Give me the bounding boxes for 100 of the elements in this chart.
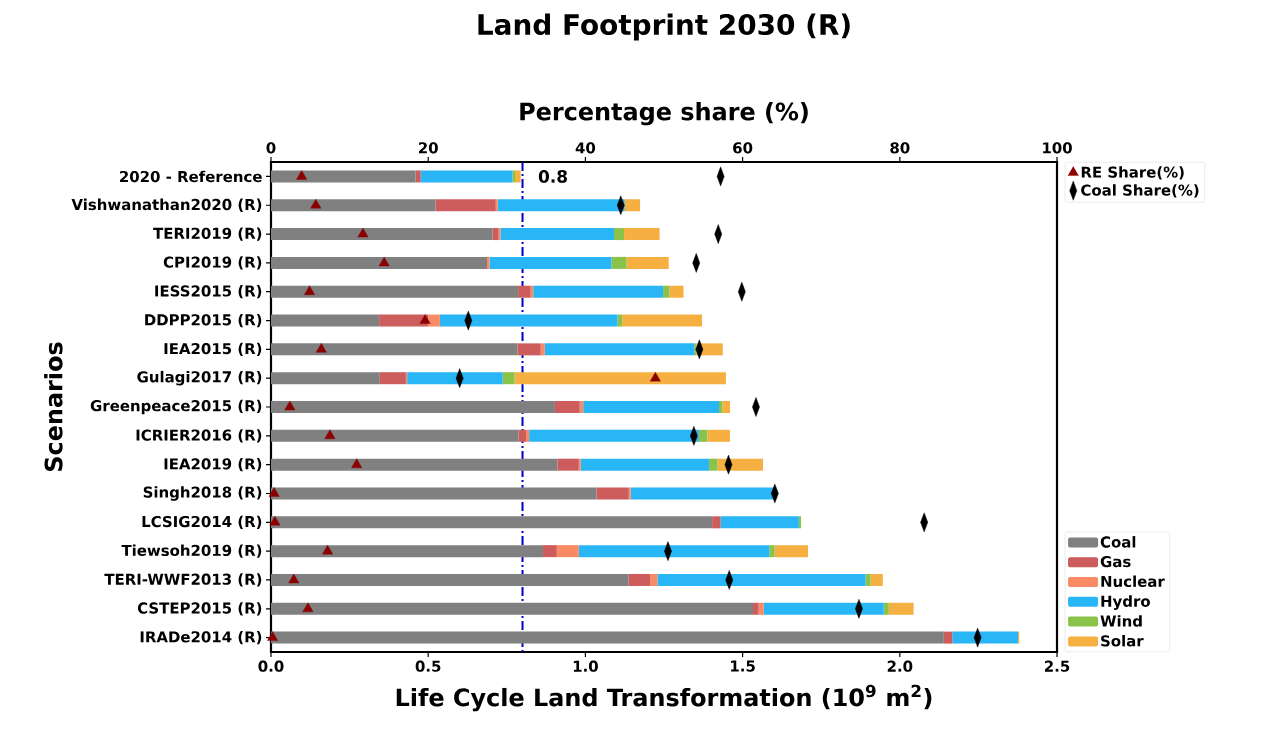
bar [722,401,731,414]
bar [271,285,519,298]
bar [514,170,521,183]
x-tick-label: 2.0 [887,660,913,672]
bar [271,228,493,241]
bar [271,631,944,644]
legend-label: Coal [1100,536,1136,548]
bar [669,285,684,298]
x2-tick-label: 60 [733,142,753,154]
y-tick-label: Tiewsoh2019 (R) [121,544,262,558]
x2-tick-label: 80 [890,142,910,154]
bar [663,285,670,298]
point [284,400,296,411]
y-tick-label: DDPP2015 (R) [145,313,262,328]
bar [624,199,641,212]
bar [500,228,615,241]
y-tick-label: 2020 - Reference [120,170,262,183]
x2-tick-label: 20 [419,142,438,154]
bar [798,516,802,529]
bar [650,573,658,586]
x2-axis-title: Percentage share (%) [520,102,808,126]
chart-title: Land Footprint 2030 (R) [478,13,850,41]
bar [624,228,660,241]
x-tick-label: 0.5 [415,660,441,672]
y-tick-label: TERI2019 (R) [153,227,262,241]
bar [271,343,518,356]
point [649,371,661,382]
bar [518,285,531,298]
bar [554,401,580,414]
bar [497,199,625,212]
bar [428,314,440,327]
bar [271,401,555,414]
bar [489,256,612,269]
y-tick-label: IEA2019 (R) [164,458,262,472]
bar [580,458,709,471]
y-tick-label: ICRIER2016 (R) [136,429,262,443]
bar [512,170,515,183]
y-tick-label: LCSIG2014 (R) [142,515,262,529]
bar [628,573,651,586]
point [315,343,327,353]
bar [379,314,429,327]
legend-label: Coal Share(%) [1081,184,1199,198]
bar [529,429,699,442]
point [269,516,281,526]
bar [943,631,953,644]
bar [614,228,625,241]
bar [870,573,883,586]
bar [769,545,775,558]
legend-label: Hydro [1101,595,1150,610]
bar [514,372,726,385]
bar [435,199,496,212]
point [288,573,300,584]
bar [557,458,579,471]
y-tick-label: Greenpeace2015 (R) [90,399,262,415]
bar [271,516,713,529]
y-tick-label: IEA2015 (R) [164,342,262,357]
bar [540,343,545,356]
bar [492,228,499,241]
bar [707,429,731,442]
x2-tick-label: 40 [575,142,596,154]
y-tick-label: CPI2019 (R) [163,256,262,270]
bar [271,602,753,615]
legend-label: Wind [1100,615,1142,627]
bar [271,199,436,212]
bar [698,429,708,442]
bar [596,487,629,500]
x-tick-label: 1.0 [573,660,598,672]
bar [708,458,718,471]
legend-label: Nuclear [1101,575,1165,588]
point [267,631,278,641]
bar [763,602,884,615]
bar [617,314,623,327]
point [296,170,308,180]
bar [271,170,416,183]
y-tick-label: IRADe2014 (R) [140,630,262,645]
bar [556,545,579,558]
legend-label: RE Share(%) [1081,166,1184,180]
bar [752,602,759,615]
bar [888,602,914,615]
legend-label: Solar [1101,634,1144,647]
bar [774,545,808,558]
point [324,429,336,440]
bar [379,372,406,385]
bar [271,372,380,385]
point [310,199,322,209]
bar [271,545,543,558]
point [378,256,390,267]
bar [657,573,866,586]
x-tick-label: 0.0 [258,660,284,672]
y-tick-label: Gulagi2017 (R) [137,370,262,386]
bar [583,401,720,414]
point [304,285,315,295]
bar [578,545,770,558]
bar [865,573,871,586]
bar [271,573,629,586]
bar [502,372,515,385]
y-axis-title: Scenarios [44,342,63,471]
bar [271,429,519,442]
bar [542,545,557,558]
bar [626,256,669,269]
